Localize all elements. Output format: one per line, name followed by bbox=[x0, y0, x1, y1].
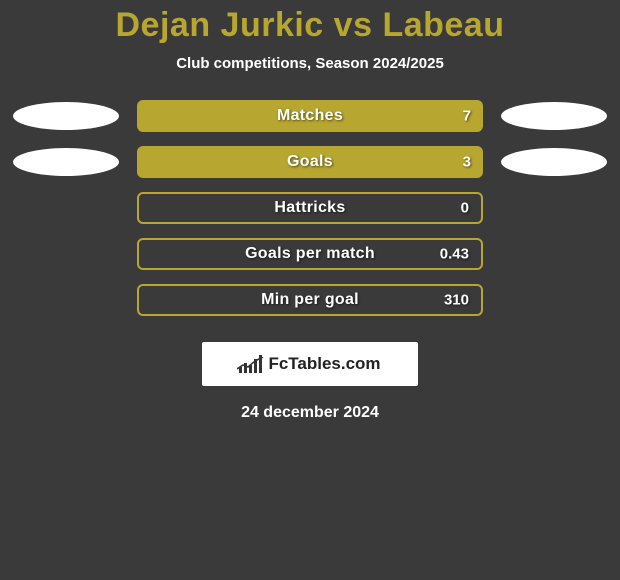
left-ellipse bbox=[13, 148, 119, 176]
stat-row-hattricks: Hattricks 0 bbox=[10, 192, 610, 224]
stat-row-goals-per-match: Goals per match 0.43 bbox=[10, 238, 610, 270]
stat-value: 3 bbox=[463, 154, 471, 171]
stat-bar: Matches 7 bbox=[137, 100, 483, 132]
left-placeholder bbox=[13, 240, 119, 268]
stat-row-matches: Matches 7 bbox=[10, 100, 610, 132]
stat-value: 310 bbox=[444, 292, 469, 309]
stat-value: 0.43 bbox=[440, 246, 469, 263]
title-player1: Dejan Jurkic bbox=[116, 6, 324, 44]
stat-label: Hattricks bbox=[274, 199, 345, 217]
stats-list: Matches 7 Goals 3 Hattricks 0 Goals bbox=[0, 100, 620, 316]
page-title: Dejan Jurkic vs Labeau bbox=[0, 0, 620, 45]
left-placeholder bbox=[13, 286, 119, 314]
logo-box: FcTables.com bbox=[202, 342, 418, 386]
date-text: 24 december 2024 bbox=[0, 404, 620, 422]
logo-text: FcTables.com bbox=[268, 354, 380, 374]
right-ellipse bbox=[501, 148, 607, 176]
comparison-infographic: Dejan Jurkic vs Labeau Club competitions… bbox=[0, 0, 620, 580]
right-ellipse bbox=[501, 102, 607, 130]
stat-value: 7 bbox=[463, 108, 471, 125]
title-vs: vs bbox=[334, 6, 373, 44]
right-placeholder bbox=[501, 240, 607, 268]
subtitle: Club competitions, Season 2024/2025 bbox=[0, 55, 620, 72]
left-ellipse bbox=[13, 102, 119, 130]
stat-bar: Hattricks 0 bbox=[137, 192, 483, 224]
left-placeholder bbox=[13, 194, 119, 222]
stat-bar: Min per goal 310 bbox=[137, 284, 483, 316]
title-player2: Labeau bbox=[382, 6, 504, 44]
chart-line-icon bbox=[237, 357, 265, 371]
right-placeholder bbox=[501, 194, 607, 222]
stat-label: Goals bbox=[287, 153, 333, 171]
stat-value: 0 bbox=[461, 200, 469, 217]
chart-icon bbox=[239, 355, 262, 373]
right-placeholder bbox=[501, 286, 607, 314]
stat-label: Goals per match bbox=[245, 245, 375, 263]
stat-bar: Goals 3 bbox=[137, 146, 483, 178]
stat-row-min-per-goal: Min per goal 310 bbox=[10, 284, 610, 316]
stat-label: Min per goal bbox=[261, 291, 359, 309]
stat-row-goals: Goals 3 bbox=[10, 146, 610, 178]
stat-bar: Goals per match 0.43 bbox=[137, 238, 483, 270]
stat-label: Matches bbox=[277, 107, 343, 125]
